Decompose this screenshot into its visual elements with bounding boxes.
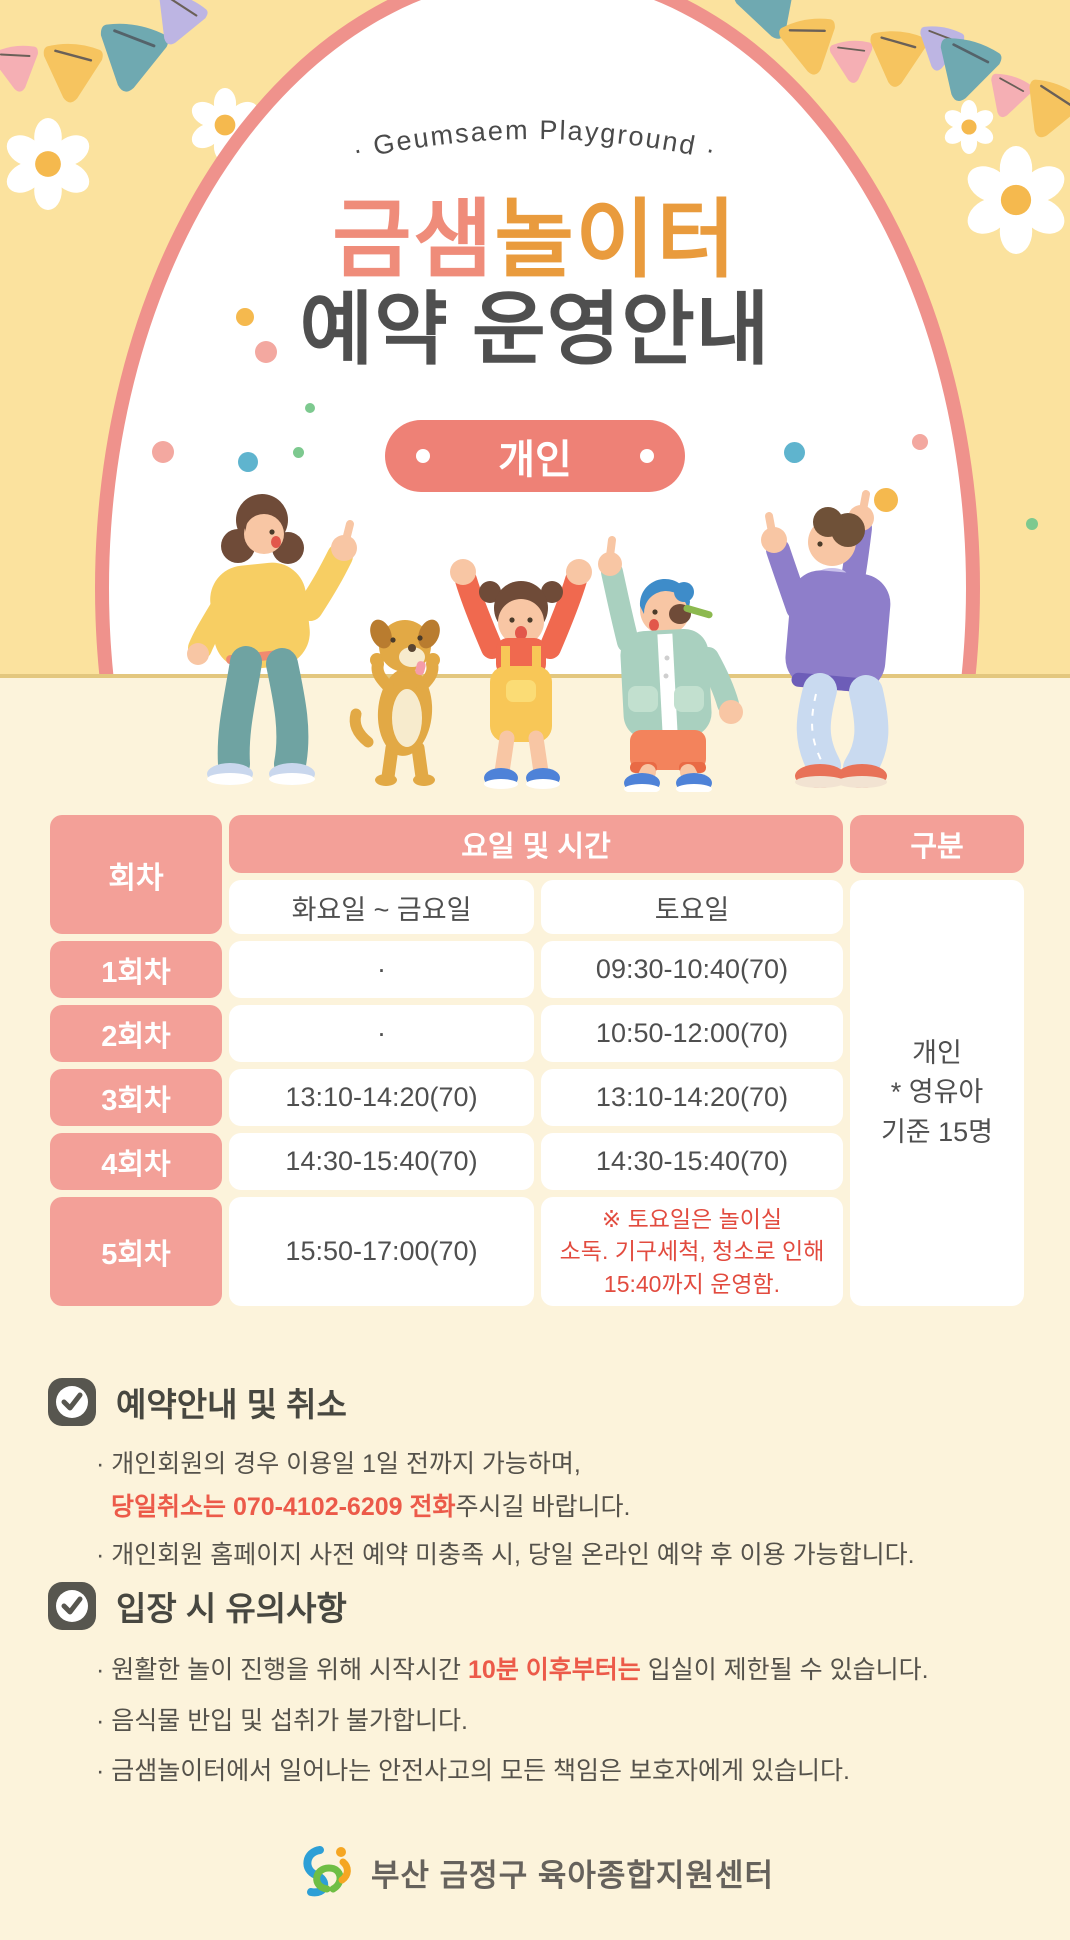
section-bullets: · 원활한 놀이 진행을 위해 시작시간 10분 이후부터는 입실이 제한될 수… (96, 1654, 1048, 1788)
check-icon (48, 1378, 96, 1426)
bullet-item-continued: 당일취소는 070-4102-6209 전화주시길 바랍니다. (111, 1491, 1048, 1524)
category-line: 개인 (912, 1038, 962, 1069)
eyebrow-text: · Geumsaem Playground · (350, 115, 718, 166)
bullet-item: · 개인회원의 경우 이용일 1일 전까지 가능하며, (96, 1450, 581, 1478)
saturday-note: ※ 토요일은 놀이실 소독. 기구세척, 청소로 인해 15:40까지 운영함. (541, 1197, 843, 1306)
organization-name: 부산 금정구 육아종합지원센터 (371, 1857, 774, 1893)
category-line: 기준 15명 (880, 1116, 994, 1147)
bunting-flag (991, 73, 1033, 118)
section-title: 입장 시 유의사항 (116, 1590, 347, 1627)
dad-figure (761, 490, 891, 788)
col-header-tue-fri: 화요일 ~ 금요일 (229, 880, 534, 934)
badge-dot-icon (416, 449, 430, 463)
table-cell: 13:10-14:20(70) (229, 1069, 534, 1126)
bunting-flag (43, 43, 103, 103)
confetti-dot (255, 341, 277, 363)
table-cell: 14:30-15:40(70) (541, 1133, 843, 1190)
boy-figure (598, 536, 743, 792)
center-logo-icon (303, 1846, 351, 1897)
table-cell: 10:50-12:00(70) (541, 1005, 843, 1062)
bullet-item: · 음식물 반입 및 섭취가 불가합니다. (96, 1706, 469, 1735)
confetti-dot (236, 308, 254, 326)
girl-figure (450, 559, 592, 789)
badge-label: 개인 (498, 438, 572, 482)
bullet-text: 주시길 바랍니다. (455, 1492, 631, 1521)
confetti-dot (784, 442, 805, 463)
session-label: 4회차 (50, 1133, 222, 1190)
header-area: · Geumsaem Playground · 금샘놀이터 예약 운영안내 개인 (0, 0, 1070, 678)
daisy-flower-icon (6, 118, 90, 210)
bunting-flag (159, 0, 208, 45)
bullet-item: · 금샘놀이터에서 일어나는 안전사고의 모든 책임은 보호자에게 있습니다. (96, 1757, 850, 1785)
confetti-dot (1026, 518, 1038, 530)
bullet-item: · 원활한 놀이 진행을 위해 시작시간 10분 이후부터는 입실이 제한될 수… (96, 1654, 1048, 1687)
bunting-flag (940, 38, 1002, 102)
highlight-phone: 당일취소는 070-4102-6209 전화 (111, 1492, 456, 1521)
col-header-category: 구분 (850, 815, 1024, 873)
section-header: 예약안내 및 취소 (48, 1378, 1048, 1426)
table-cell: 15:50-17:00(70) (229, 1197, 534, 1306)
section-reservation-cancel: 예약안내 및 취소 · 개인회원의 경우 이용일 1일 전까지 가능하며, 당일… (48, 1378, 1048, 1572)
table-cell: 14:30-15:40(70) (229, 1133, 534, 1190)
svg-text:· Geumsaem Playground ·: · Geumsaem Playground · (350, 115, 720, 166)
bunting-flag (829, 40, 873, 83)
section-bullets: · 개인회원의 경우 이용일 1일 전까지 가능하며, 당일취소는 070-41… (96, 1448, 1048, 1572)
bullet-item: · 개인회원 홈페이지 사전 예약 미충족 시, 당일 온라인 예약 후 이용 … (96, 1541, 915, 1569)
confetti-dot (912, 434, 928, 450)
col-header-session: 회차 (50, 815, 222, 934)
session-label: 1회차 (50, 941, 222, 998)
page-title-accent: 금샘 (332, 192, 495, 288)
bullet-text: · 원활한 놀이 진행을 위해 시작시간 (96, 1656, 469, 1684)
bunting-right-icon (734, 0, 1070, 138)
table-cell: · (229, 941, 534, 998)
bunting-flag (870, 31, 927, 87)
table-cell: · (229, 1005, 534, 1062)
note-line: ※ 토요일은 놀이실 (601, 1206, 783, 1233)
table-cell: 09:30-10:40(70) (541, 941, 843, 998)
highlight-time-limit: 10분 이후부터는 (468, 1656, 641, 1684)
note-line: 15:40까지 운영함. (603, 1270, 781, 1297)
section-title: 예약안내 및 취소 (116, 1386, 347, 1423)
confetti-dot (874, 488, 898, 512)
confetti-dot (305, 403, 315, 413)
confetti-dot (293, 447, 304, 458)
col-header-daytime: 요일 및 시간 (229, 815, 843, 873)
section-entry-notice: 입장 시 유의사항 · 원활한 놀이 진행을 위해 시작시간 10분 이후부터는… (48, 1582, 1048, 1788)
badge-dot-icon (640, 449, 654, 463)
schedule-table: 회차 요일 및 시간 구분 화요일 ~ 금요일 토요일 개인 * 영유아 기준 … (50, 815, 1024, 1306)
bunting-flag (0, 45, 38, 92)
bunting-left-icon (0, 0, 208, 103)
bunting-flag (779, 18, 835, 75)
session-label: 3회차 (50, 1069, 222, 1126)
category-line: * 영유아 (890, 1077, 984, 1108)
bullet-text: 입실이 제한될 수 있습니다. (640, 1656, 929, 1684)
daisy-flower-icon (967, 146, 1065, 254)
check-icon (48, 1582, 96, 1630)
bunting-flag (734, 0, 795, 39)
dog-figure (349, 619, 440, 786)
confetti-dot (152, 441, 174, 463)
table-cell: 13:10-14:20(70) (541, 1069, 843, 1126)
confetti-dot (238, 452, 258, 472)
bunting-flag (100, 23, 169, 92)
session-label: 2회차 (50, 1005, 222, 1062)
note-line: 소독. 기구세척, 청소로 인해 (559, 1238, 825, 1265)
section-header: 입장 시 유의사항 (48, 1582, 1048, 1630)
page-subtitle: 예약 운영안내 (299, 285, 771, 374)
page-title: 금샘놀이터 (0, 197, 1070, 283)
daisy-flower-icon (944, 100, 994, 154)
category-note: 개인 * 영유아 기준 15명 (850, 880, 1024, 1306)
eyebrow-arc: · Geumsaem Playground · (350, 115, 720, 166)
category-badge: 개인 (385, 420, 685, 492)
family-dancing-illustration (187, 490, 891, 792)
page-title-rest: 놀이터 (494, 192, 738, 288)
col-header-sat: 토요일 (541, 880, 843, 934)
mom-figure (187, 494, 357, 785)
footer: 부산 금정구 육아종합지원센터 (0, 1842, 1070, 1902)
session-label: 5회차 (50, 1197, 222, 1306)
